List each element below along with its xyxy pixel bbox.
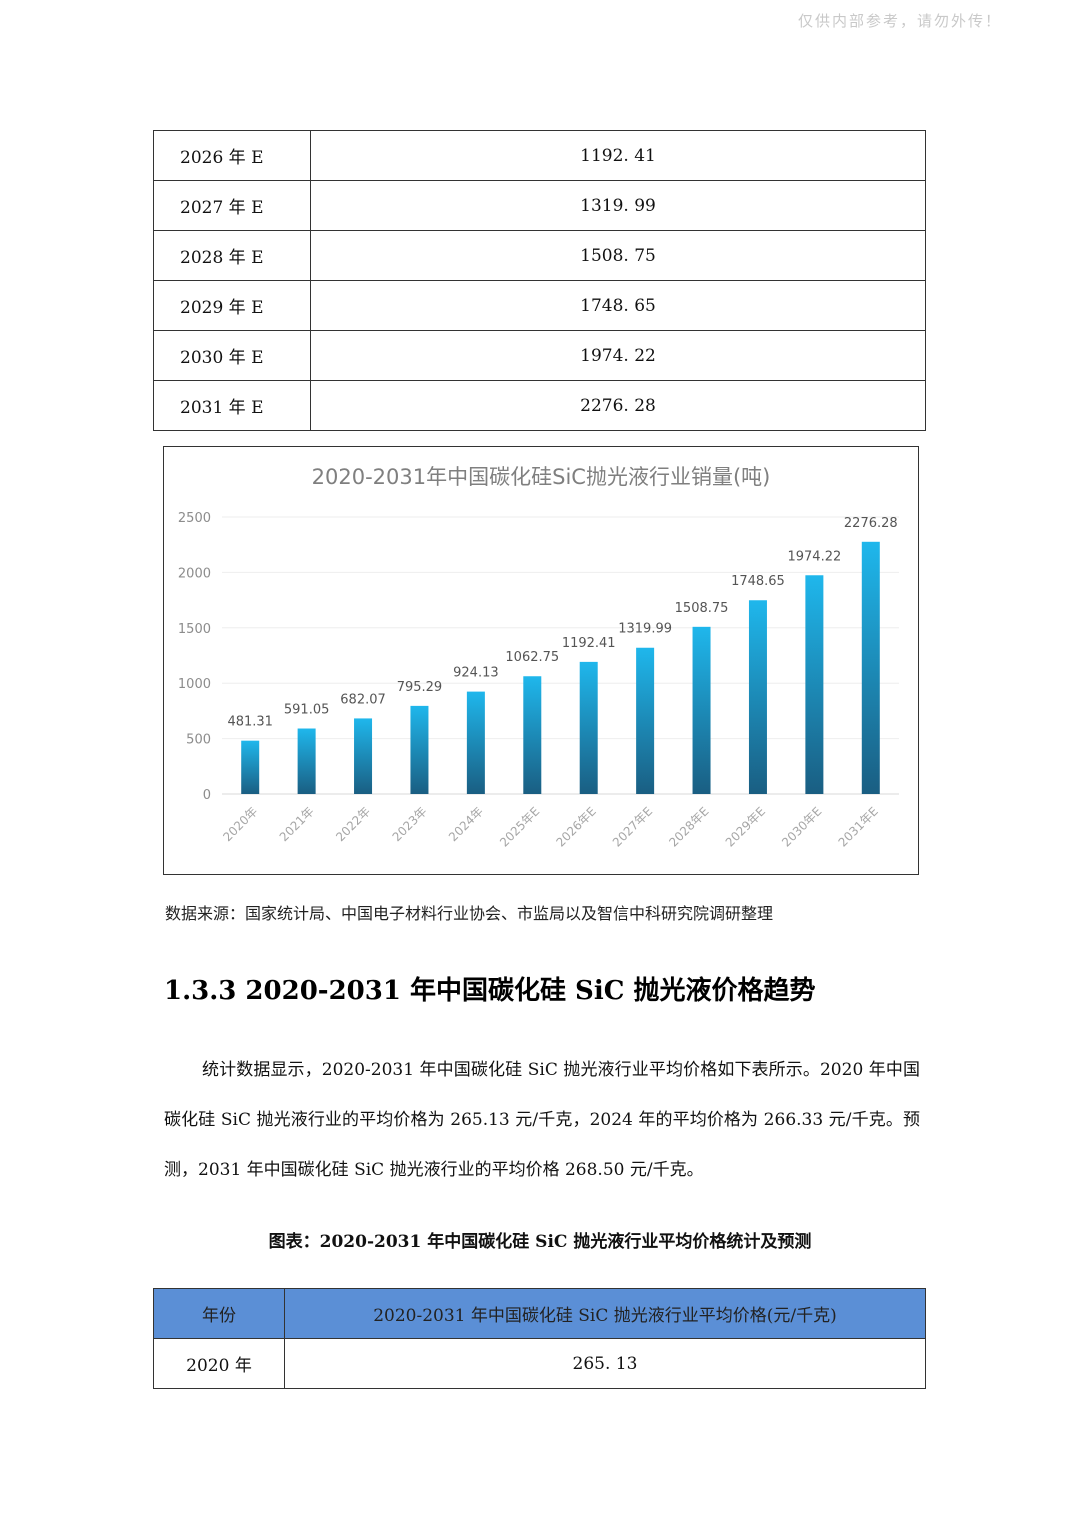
- x-tick-label: 2021年: [277, 804, 317, 844]
- data-label: 591.05: [284, 703, 330, 718]
- x-tick-label: 2020年: [220, 804, 260, 844]
- x-tick-label: 2026年E: [553, 804, 598, 849]
- data-label: 1062.75: [505, 650, 559, 665]
- x-tick-label: 2023年: [390, 804, 430, 844]
- value-cell: 1508. 75: [310, 230, 926, 281]
- value-cell: 1319. 99: [310, 180, 926, 231]
- price-table: 年份 2020-2031 年中国碳化硅 SiC 抛光液行业平均价格(元/千克) …: [153, 1288, 926, 1389]
- data-label: 795.29: [397, 680, 443, 695]
- bar: [636, 647, 655, 794]
- y-tick-label: 1000: [178, 677, 211, 692]
- sales-bar-chart: 2020-2031年中国碳化硅SiC抛光液行业销量(吨) 0 500 1000 150…: [163, 446, 919, 875]
- x-tick-label: 2031年E: [836, 804, 881, 849]
- year-cell: 2030 年 E: [153, 330, 311, 381]
- x-tick-label: 2029年E: [723, 804, 768, 849]
- data-label: 1319.99: [618, 622, 672, 637]
- value-cell: 265. 13: [284, 1338, 926, 1389]
- sales-table-continued: 2026 年 E 1192. 41 2027 年 E 1319. 99 2028…: [153, 130, 926, 431]
- watermark: 仅供内部参考，请勿外传！: [797, 12, 1002, 30]
- section-heading: 1.3.3 2020-2031 年中国碳化硅 SiC 抛光液价格趋势: [164, 976, 816, 1006]
- x-tick-label: 2030年E: [779, 804, 824, 849]
- table-row: 2027 年 E 1319. 99: [153, 180, 926, 231]
- value-cell: 1748. 65: [310, 280, 926, 331]
- x-tick-label: 2024年: [446, 804, 486, 844]
- bar: [523, 676, 542, 794]
- data-label: 1508.75: [675, 601, 729, 616]
- x-tick-label: 2025年E: [497, 804, 542, 849]
- y-tick-label: 500: [186, 733, 211, 748]
- table-row: 2026 年 E 1192. 41: [153, 130, 926, 181]
- bar: [579, 661, 598, 794]
- x-tick-label: 2022年: [333, 804, 373, 844]
- y-tick-label: 0: [203, 788, 211, 803]
- header-year: 年份: [153, 1288, 285, 1339]
- data-label: 682.07: [340, 692, 386, 707]
- chart-canvas: 2020-2031年中国碳化硅SiC抛光液行业销量(吨) 0 500 1000 150…: [178, 465, 899, 850]
- figure-caption: 图表：2020-2031 年中国碳化硅 SiC 抛光液行业平均价格统计及预测: [268, 1232, 812, 1252]
- body-paragraph: 统计数据显示，2020-2031 年中国碳化硅 SiC 抛光液行业平均价格如下表…: [164, 1060, 920, 1180]
- bar: [354, 718, 373, 794]
- y-tick-label: 2000: [178, 566, 211, 581]
- table-header-row: 年份 2020-2031 年中国碳化硅 SiC 抛光液行业平均价格(元/千克): [153, 1288, 926, 1339]
- year-cell: 2026 年 E: [153, 130, 311, 181]
- header-value: 2020-2031 年中国碳化硅 SiC 抛光液行业平均价格(元/千克): [284, 1288, 926, 1339]
- bar: [748, 600, 767, 794]
- year-cell: 2029 年 E: [153, 280, 311, 331]
- value-cell: 1192. 41: [310, 130, 926, 181]
- bar: [241, 740, 260, 794]
- bar: [861, 541, 880, 794]
- data-label: 481.31: [227, 715, 272, 730]
- x-tick-label: 2027年E: [610, 804, 655, 849]
- bar: [410, 705, 429, 794]
- year-cell: 2028 年 E: [153, 230, 311, 281]
- y-tick-label: 1500: [178, 622, 211, 637]
- bar: [466, 691, 485, 794]
- data-label: 924.13: [453, 666, 499, 681]
- year-cell: 2027 年 E: [153, 180, 311, 231]
- table-row: 2029 年 E 1748. 65: [153, 280, 926, 331]
- data-label: 1974.22: [787, 549, 841, 564]
- y-tick-label: 2500: [178, 511, 211, 526]
- value-cell: 1974. 22: [310, 330, 926, 381]
- table-row: 2028 年 E 1508. 75: [153, 230, 926, 281]
- value-cell: 2276. 28: [310, 380, 926, 431]
- x-tick-label: 2028年E: [666, 804, 711, 849]
- data-source-note: 数据来源：国家统计局、中国电子材料行业协会、市监局以及智信中科研究院调研整理: [165, 904, 774, 923]
- data-label: 1192.41: [562, 636, 616, 651]
- bar: [297, 728, 316, 794]
- table-row: 2020 年 265. 13: [153, 1338, 926, 1389]
- year-cell: 2031 年 E: [153, 380, 311, 431]
- chart-title: 2020-2031年中国碳化硅SiC抛光液行业销量(吨): [312, 465, 771, 489]
- data-label: 2276.28: [844, 516, 898, 531]
- table-row: 2031 年 E 2276. 28: [153, 380, 926, 431]
- year-cell: 2020 年: [153, 1338, 285, 1389]
- table-row: 2030 年 E 1974. 22: [153, 330, 926, 381]
- data-label: 1748.65: [731, 574, 785, 589]
- bar: [692, 626, 711, 794]
- bar: [805, 575, 824, 794]
